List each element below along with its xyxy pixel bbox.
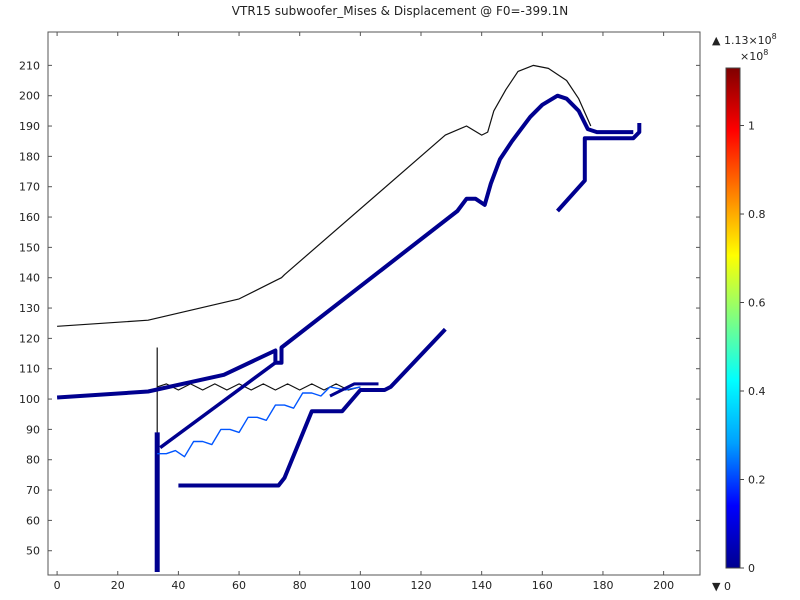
y-tick-label: 100 xyxy=(19,393,40,406)
x-tick-label: 0 xyxy=(54,579,61,592)
colorbar-scale-label: ×108 xyxy=(740,48,768,63)
x-tick-label: 200 xyxy=(653,579,674,592)
x-tick-label: 80 xyxy=(293,579,307,592)
y-tick-label: 160 xyxy=(19,211,40,224)
y-tick-label: 110 xyxy=(19,363,40,376)
colorbar-gradient xyxy=(725,67,741,569)
y-tick-label: 70 xyxy=(26,484,40,497)
y-tick-label: 60 xyxy=(26,514,40,527)
y-tick-label: 170 xyxy=(19,181,40,194)
y-tick-label: 130 xyxy=(19,302,40,315)
series-undeformed-spider xyxy=(157,383,361,391)
series-layer xyxy=(56,64,642,572)
colorbar-max-label: ▲ 1.13×108 xyxy=(712,32,777,47)
series-deformed-cone-inner xyxy=(159,361,277,450)
colorbar-tick-label: 0.8 xyxy=(748,208,766,221)
x-tick-label: 160 xyxy=(532,579,553,592)
y-tick-label: 150 xyxy=(19,241,40,254)
y-tick-label: 50 xyxy=(26,545,40,558)
y-tick-label: 90 xyxy=(26,423,40,436)
series-undeformed-cone xyxy=(57,64,592,327)
series-deformed-spider xyxy=(157,386,361,458)
colorbar-tick-label: 1 xyxy=(748,120,755,133)
colorbar-tick-label: 0.6 xyxy=(748,297,766,310)
x-tick-label: 40 xyxy=(171,579,185,592)
series-deformed-surround-lower xyxy=(556,123,642,213)
y-tick-label: 210 xyxy=(19,59,40,72)
colorbar-min-label: ▼ 0 xyxy=(712,580,731,593)
y-tick-label: 80 xyxy=(26,454,40,467)
series-deformed-cone xyxy=(56,93,634,400)
series-deformed-basket-upper xyxy=(329,382,379,398)
axes-frame xyxy=(47,31,701,576)
colorbar-tick-label: 0.2 xyxy=(748,474,766,487)
x-tick-label: 140 xyxy=(471,579,492,592)
colorbar: 0 0.2 0.4 0.6 0.8 1 ▲ 1.13×108×108 ▼ 0 xyxy=(712,32,777,593)
x-tick-label: 60 xyxy=(232,579,246,592)
x-tick-label: 120 xyxy=(411,579,432,592)
y-tick-label: 140 xyxy=(19,272,40,285)
x-tick-label: 20 xyxy=(111,579,125,592)
colorbar-tick-label: 0 xyxy=(748,562,755,575)
series-deformed-basket xyxy=(178,327,447,488)
y-tick-label: 180 xyxy=(19,150,40,163)
y-tick-label: 190 xyxy=(19,120,40,133)
y-tick-label: 200 xyxy=(19,90,40,103)
axis-ticks: 0 20 40 60 80 100 120 140 160 180 200 50 60 70 80 90 100… xyxy=(19,32,700,592)
y-tick-label: 120 xyxy=(19,332,40,345)
x-tick-label: 100 xyxy=(350,579,371,592)
colorbar-tick-label: 0.4 xyxy=(748,385,766,398)
x-tick-label: 180 xyxy=(592,579,613,592)
chart-title: VTR15 subwoofer_Mises & Displacement @ F… xyxy=(231,4,569,18)
